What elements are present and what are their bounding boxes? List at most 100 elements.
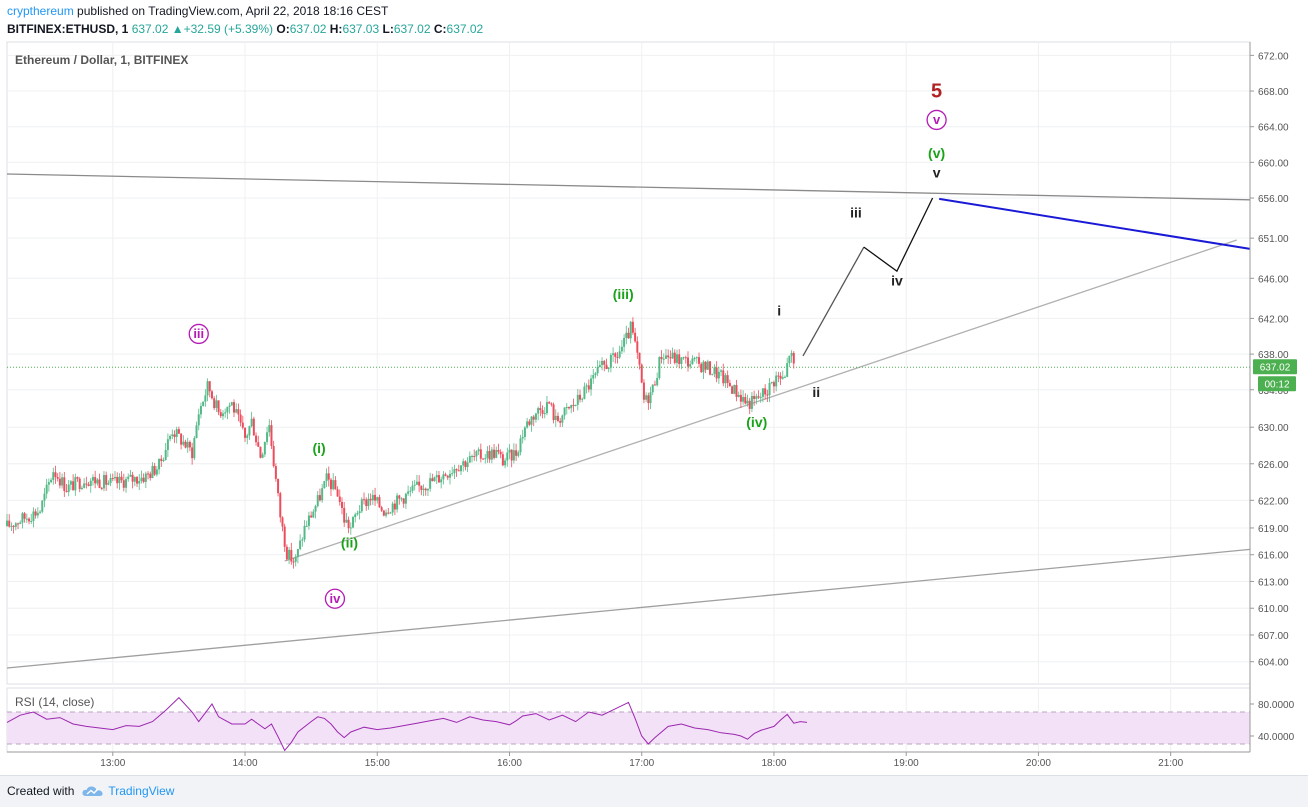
candle-body <box>554 415 557 421</box>
candle-body <box>325 473 328 482</box>
candle-body <box>255 435 258 443</box>
candle-body <box>493 449 496 458</box>
candle-body <box>318 495 321 501</box>
candle-body <box>724 375 727 384</box>
candle-body <box>629 321 632 339</box>
candle-body <box>687 357 690 367</box>
candle-body <box>664 355 667 359</box>
candle-body <box>636 341 639 353</box>
candle-body <box>455 469 458 471</box>
candle-body <box>508 449 511 453</box>
open-label: O: <box>276 22 290 36</box>
wave-label-9: i <box>777 303 781 319</box>
candle-body <box>261 454 264 458</box>
candle-body <box>248 426 251 436</box>
wave-label-3: 5 <box>931 80 942 102</box>
published-text: published on TradingView.com, April 22, … <box>77 4 389 18</box>
candle-body <box>164 449 167 461</box>
candle-body <box>737 394 740 397</box>
candle-body <box>781 377 784 379</box>
candle-body <box>517 452 520 456</box>
candle-body <box>100 487 103 489</box>
tradingview-link[interactable]: TradingView <box>82 784 174 798</box>
candle-body <box>25 518 28 520</box>
candle-body <box>327 473 330 480</box>
trend-line-projection-black <box>863 197 934 273</box>
candle-body <box>193 437 196 459</box>
trend-line-projection-blue <box>939 197 1251 250</box>
candle-body <box>374 494 377 501</box>
candle-body <box>631 321 634 333</box>
candle-body <box>151 465 154 478</box>
candle-body <box>116 476 119 484</box>
candle-body <box>169 436 172 440</box>
candle-body <box>528 421 531 425</box>
candle-body <box>204 395 207 402</box>
candle-body <box>404 493 407 504</box>
y-tick-label-7: 642.00 <box>1258 314 1289 325</box>
candle-body <box>217 400 220 413</box>
candle-body <box>43 493 46 501</box>
candle-body <box>772 382 775 387</box>
y-tick-label-15: 613.00 <box>1258 577 1289 588</box>
candle-body <box>598 365 601 368</box>
y-tick-label-10: 630.00 <box>1258 423 1289 434</box>
candle-body <box>706 361 709 370</box>
y-tick-label-11: 626.00 <box>1258 460 1289 471</box>
candle-body <box>197 414 200 426</box>
candle-body <box>91 477 94 481</box>
candle-body <box>199 405 202 415</box>
candle-body <box>587 385 590 390</box>
candle-body <box>532 416 535 420</box>
candle-body <box>131 474 134 482</box>
wave-label-1: iv <box>330 591 342 606</box>
candle-body <box>369 498 372 501</box>
candle-body <box>321 488 324 501</box>
candle-body <box>526 421 529 428</box>
candle-body <box>396 495 399 510</box>
candle-body <box>750 395 753 409</box>
candle-body <box>89 480 92 486</box>
candle-body <box>127 476 130 480</box>
candle-body <box>175 429 178 437</box>
candle-body <box>347 519 350 529</box>
axes: 672.00 668.00 664.00 660.00 656.00 651.00 646.… <box>7 42 1297 769</box>
candle-body <box>645 395 648 400</box>
candle-body <box>653 384 656 386</box>
candle-body <box>65 490 68 492</box>
candle-body <box>113 476 116 479</box>
candle-body <box>570 405 573 409</box>
candle-body <box>658 356 661 379</box>
candle-body <box>457 470 460 472</box>
candle-body <box>603 360 606 365</box>
candle-body <box>407 491 410 494</box>
candle-body <box>451 473 454 475</box>
candle-body <box>563 407 566 416</box>
author-link[interactable]: crypthereum <box>7 4 74 18</box>
wave-label-2: v <box>933 112 941 127</box>
candle-body <box>118 476 121 484</box>
candle-body <box>85 483 88 485</box>
candle-body <box>288 549 291 560</box>
candle-body <box>158 458 161 470</box>
candle-body <box>233 402 236 413</box>
candle-body <box>281 517 284 527</box>
candle-body <box>424 488 427 491</box>
candle-body <box>171 434 174 437</box>
candle-body <box>10 525 13 527</box>
candle-body <box>713 367 716 374</box>
candle-body <box>354 514 357 518</box>
high-label: H: <box>329 22 343 36</box>
candle-body <box>537 408 540 414</box>
candle-body <box>702 361 705 373</box>
candle-body <box>125 479 128 488</box>
candle-body <box>352 517 355 528</box>
candle-body <box>649 392 652 404</box>
rsi-tick-label-1: 40.0000 <box>1258 732 1295 743</box>
candle-body <box>460 465 463 472</box>
countdown-tag <box>1258 376 1296 392</box>
candle-body <box>792 352 795 364</box>
candle-body <box>50 479 53 483</box>
candle-body <box>444 474 447 476</box>
